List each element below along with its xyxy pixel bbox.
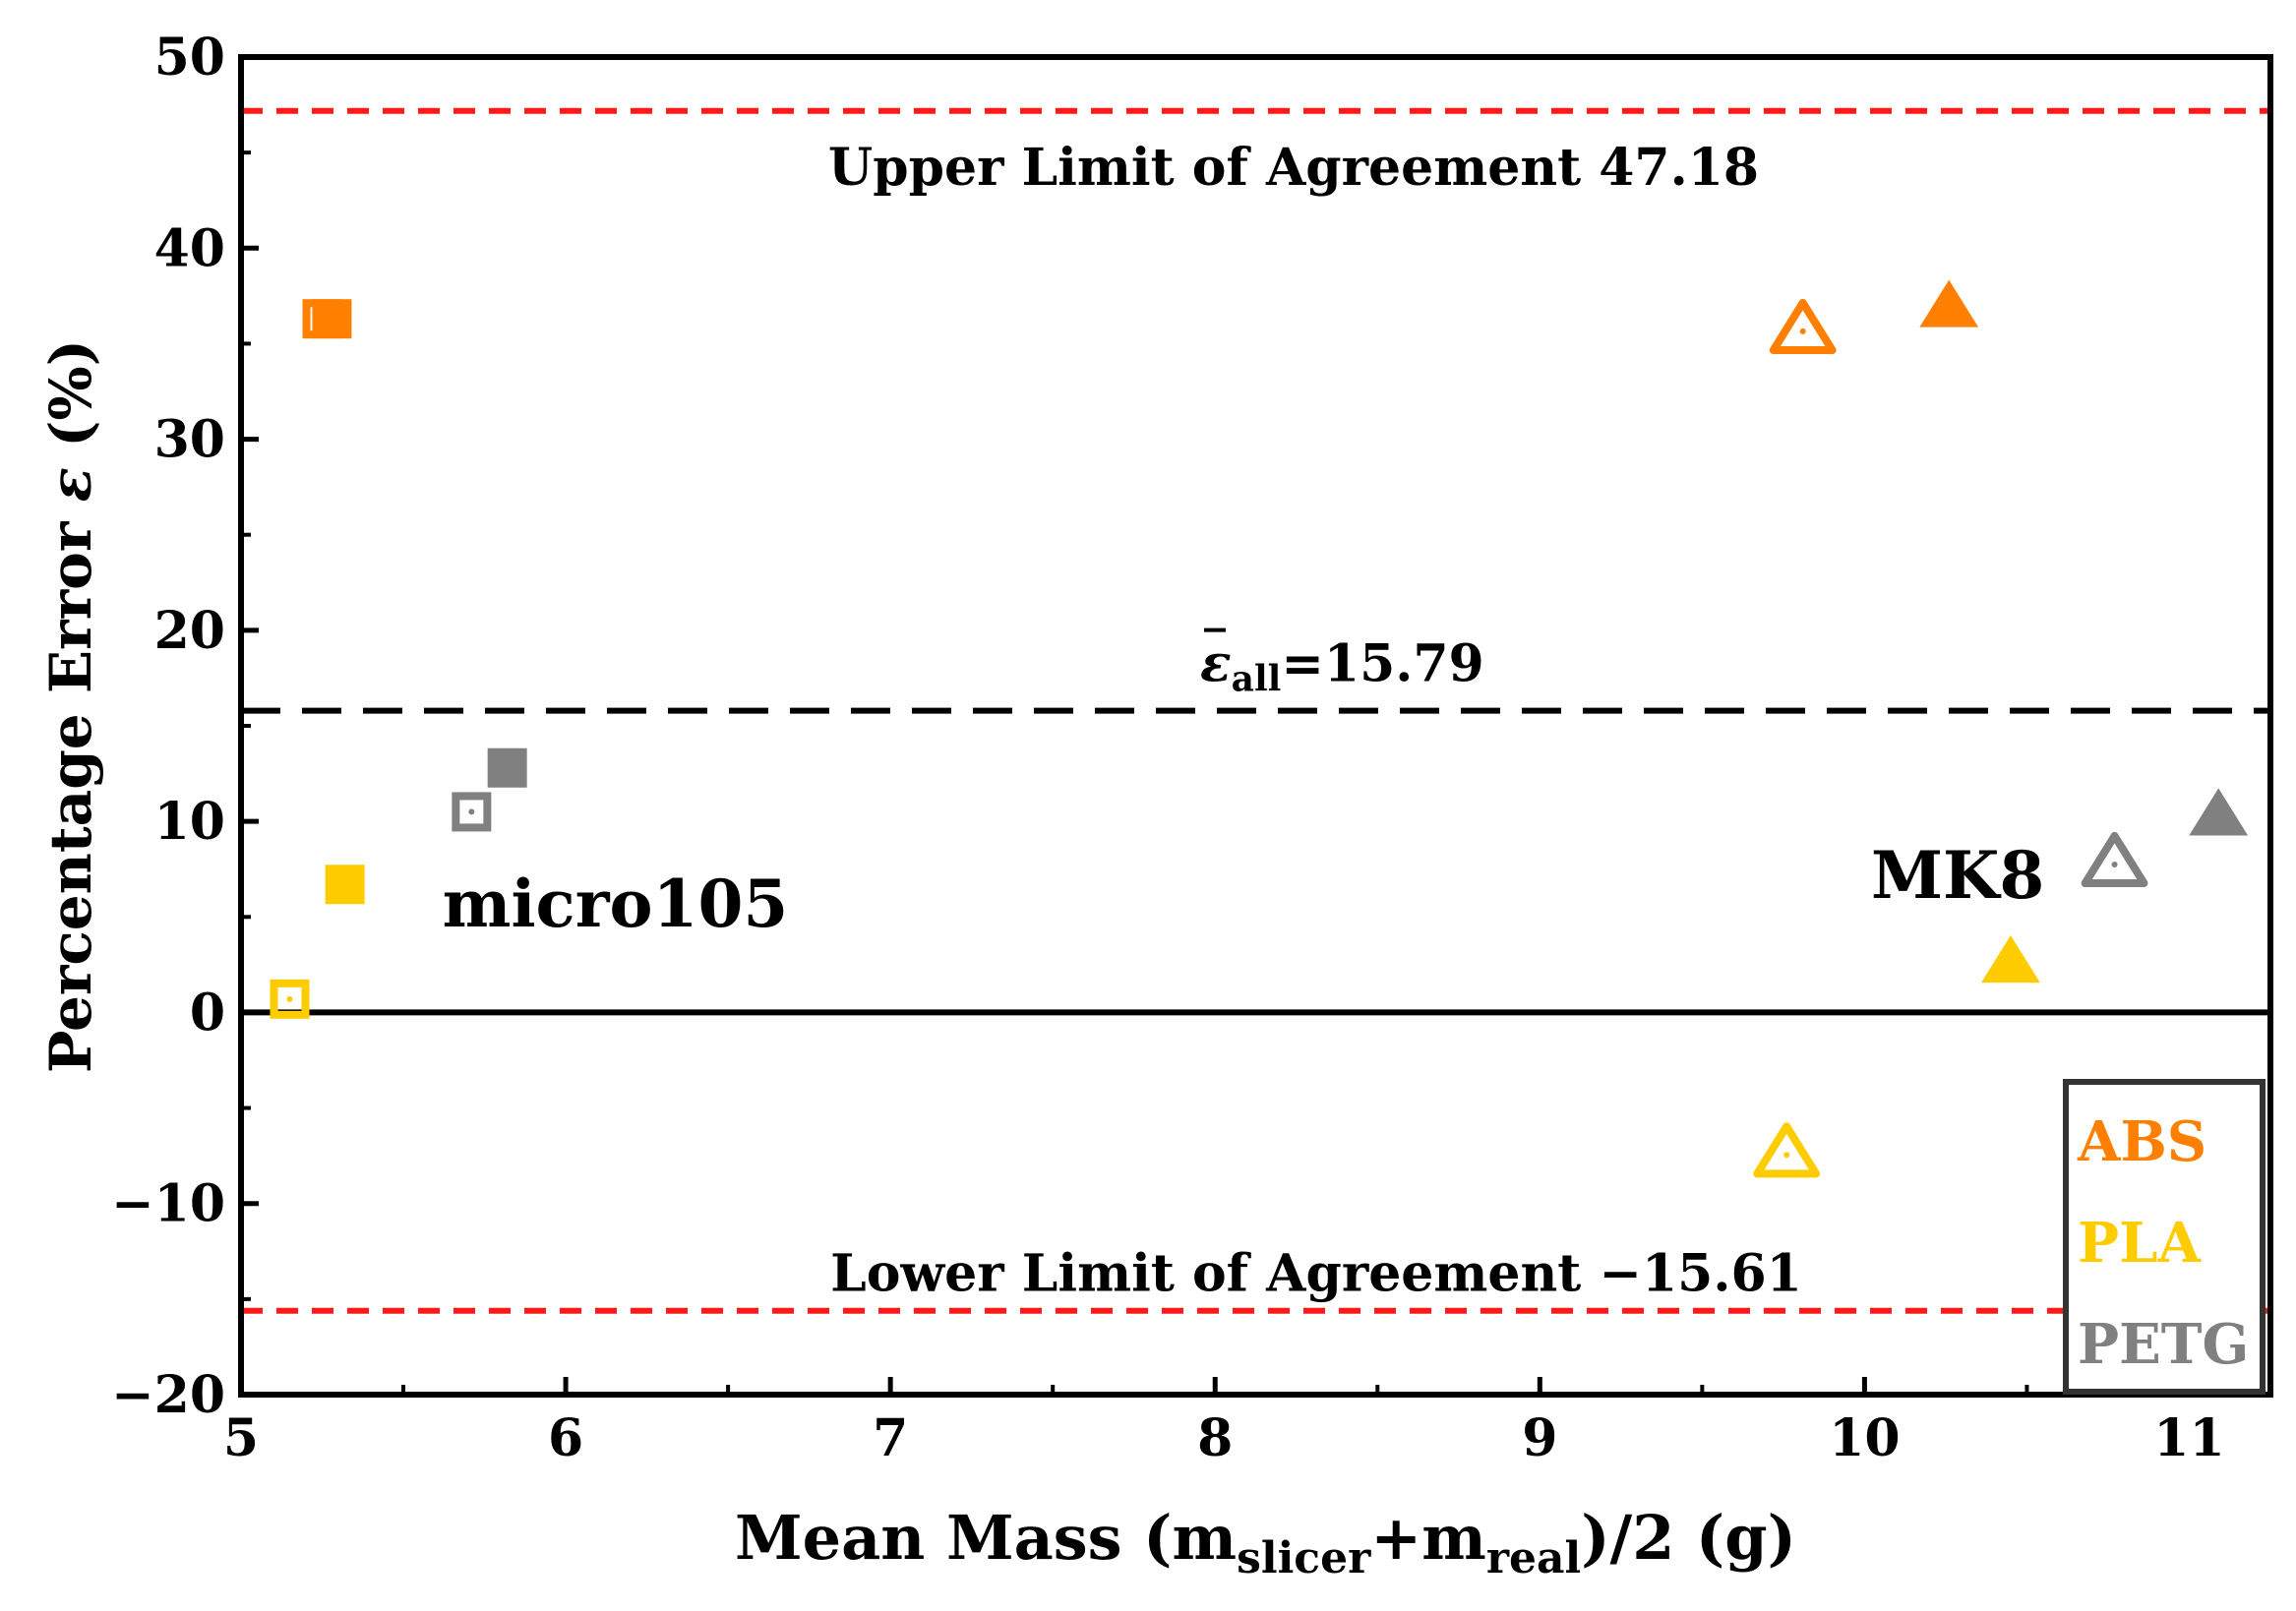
- abs-filled-triangle-point: [1919, 279, 1979, 328]
- x-tick-label: 10: [1829, 1408, 1900, 1468]
- group-label-mk8: MK8: [1871, 837, 2044, 914]
- upper-limit-label: Upper Limit of Agreement 47.18: [828, 138, 1759, 198]
- svg-text:εall=15.79: εall=15.79: [1200, 634, 1484, 700]
- reference-labels: Upper Limit of Agreement 47.18 Lower Lim…: [828, 138, 1802, 1304]
- y-tick-label: 30: [154, 410, 225, 470]
- pla-open-square-point-dot: [286, 995, 293, 1002]
- x-tick-label: 8: [1197, 1408, 1233, 1468]
- x-axis-label: Mean Mass (mslicer+mreal)/2 (g): [735, 1502, 1796, 1583]
- y-tick-label: −20: [111, 1365, 225, 1425]
- pla-filled-triangle-point: [1981, 934, 2040, 984]
- x-tick-label: 6: [548, 1408, 583, 1468]
- legend: ABS PLA PETG: [2063, 1079, 2266, 1395]
- legend-box: [2063, 1079, 2266, 1395]
- y-tick-label: 0: [190, 983, 225, 1043]
- y-tick-label: −10: [111, 1174, 225, 1234]
- petg-open-triangle-point-dot: [2111, 861, 2118, 867]
- pla-open-triangle-point-dot: [1783, 1152, 1790, 1159]
- abs-open-triangle-point: [1769, 298, 1837, 354]
- axes: [238, 54, 2273, 1398]
- petg-open-square-point-dot: [468, 808, 475, 815]
- y-tick-labels: −20 −10 0 10 20 30 40 50: [111, 28, 225, 1425]
- x-tick-label: 5: [223, 1408, 259, 1468]
- pla-filled-square-point: [325, 865, 365, 905]
- mean-label-sub: all: [1232, 659, 1282, 700]
- y-tick-label: 50: [154, 28, 225, 88]
- data-points: [270, 279, 2249, 1178]
- mean-label-symbol: ε: [1200, 634, 1232, 694]
- mean-label-value: =15.79: [1281, 634, 1483, 694]
- y-tick-label: 40: [154, 218, 225, 278]
- pla-open-triangle-point: [1753, 1122, 1821, 1178]
- x-tick-labels: 5 6 7 8 9 10 11: [223, 1408, 2225, 1468]
- petg-open-square-point: [452, 792, 492, 832]
- legend-item-abs: ABS: [2077, 1109, 2206, 1174]
- y-axis-label: Percentage Error ε (%): [37, 339, 104, 1073]
- mean-label: εall=15.79: [1200, 627, 1484, 700]
- abs-open-triangle-point-dot: [1799, 328, 1806, 334]
- legend-item-pla: PLA: [2078, 1211, 2202, 1276]
- group-labels: micro105 MK8: [443, 837, 2045, 942]
- reference-lines: [241, 107, 2270, 1314]
- x-tick-label: 11: [2153, 1408, 2224, 1468]
- petg-filled-square-point: [487, 747, 527, 788]
- plot-frame: [238, 54, 2273, 1398]
- lower-limit-label: Lower Limit of Agreement −15.61: [830, 1244, 1802, 1304]
- x-tick-label: 7: [873, 1408, 908, 1468]
- petg-filled-triangle-point: [2189, 788, 2249, 836]
- y-tick-label: 20: [154, 601, 225, 661]
- legend-item-petg: PETG: [2078, 1312, 2249, 1377]
- abs-filled-square-point: [312, 299, 352, 339]
- petg-open-triangle-point: [2081, 831, 2148, 888]
- group-label-micro105: micro105: [443, 865, 789, 942]
- x-tick-label: 9: [1522, 1408, 1557, 1468]
- pla-open-square-point: [270, 979, 310, 1019]
- y-tick-label: 10: [154, 792, 225, 852]
